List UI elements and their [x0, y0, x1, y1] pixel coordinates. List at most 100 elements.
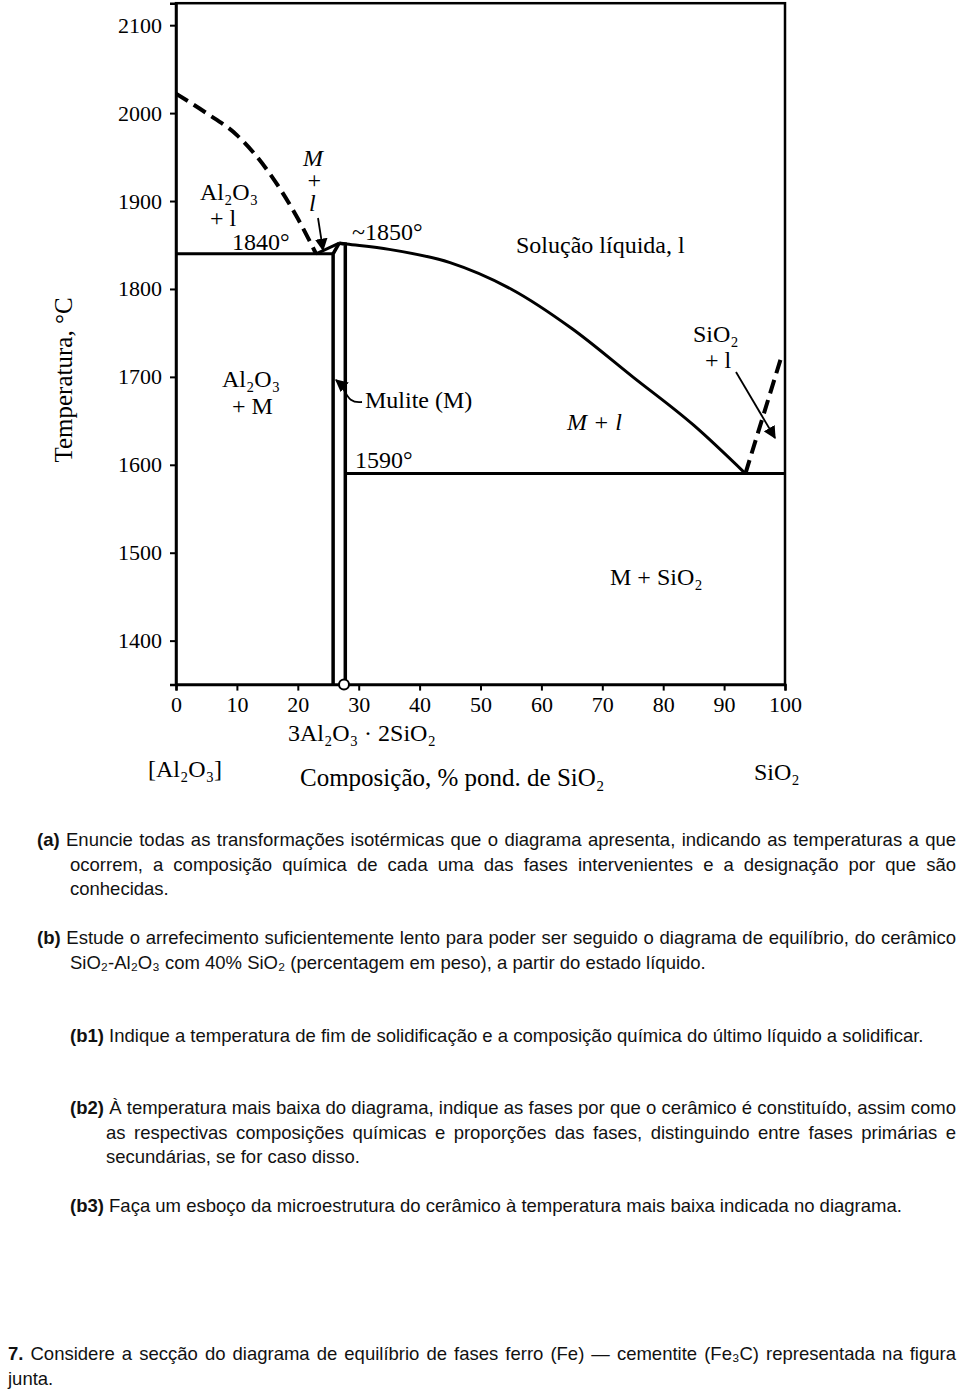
- x-tick-mark: [541, 685, 543, 691]
- annotation: 3Al₂O₃ · 2SiO₂: [288, 720, 436, 746]
- y-tick-mark: [170, 376, 176, 378]
- question: (b) Estude o arrefecimento suficientemen…: [70, 926, 956, 975]
- annotation: l: [309, 190, 316, 216]
- phase-boundary: [333, 243, 339, 684]
- y-tick-mark: [170, 464, 176, 466]
- annotation: + l: [210, 205, 237, 231]
- y-tick-label: 1900: [118, 189, 162, 214]
- x-tick: 80: [653, 685, 675, 718]
- x-tick-mark: [785, 685, 787, 691]
- arrow: [736, 372, 775, 438]
- annotation: + l: [705, 347, 732, 373]
- x-axis-line: [177, 685, 786, 691]
- annotation: M + l: [566, 409, 622, 435]
- y-tick-mark: [170, 288, 176, 290]
- y-tick-label: 1600: [118, 452, 162, 477]
- x-tick-mark: [297, 685, 299, 691]
- x-tick-mark: [724, 685, 726, 691]
- x-tick-mark: [419, 685, 421, 691]
- arrow: [336, 380, 362, 402]
- y-tick: 1400: [118, 628, 176, 653]
- plot-frame: [176, 3, 785, 684]
- question-text: Indique a temperatura de fim de solidifi…: [109, 1025, 923, 1046]
- y-axis-line: [170, 4, 177, 685]
- annotation: M + SiO₂: [610, 564, 703, 590]
- phase-boundary: [339, 243, 745, 473]
- x-tick-mark: [176, 685, 178, 691]
- x-tick-label: 50: [470, 692, 492, 717]
- x-tick-label: 30: [348, 692, 370, 717]
- phase-boundary: [745, 355, 782, 474]
- question: (b3) Faça um esboço da microestrutura do…: [106, 1194, 956, 1219]
- annotation: + M: [232, 393, 273, 419]
- y-tick-mark: [170, 201, 176, 203]
- x-tick-label: 20: [287, 692, 309, 717]
- x-tick-mark: [480, 685, 482, 691]
- x-tick-label: 60: [531, 692, 553, 717]
- question: 7. Considere a secção do diagrama de equ…: [8, 1342, 956, 1391]
- y-tick-mark: [170, 113, 176, 115]
- y-tick-label: 2000: [118, 101, 162, 126]
- x-tick-label: 10: [226, 692, 248, 717]
- y-axis-title: Temperatura, °C: [50, 297, 77, 462]
- annotation: 1840°: [232, 229, 290, 255]
- x-tick-label: 40: [409, 692, 431, 717]
- annotation: Solução líquida, l: [516, 232, 685, 258]
- question-text: Enuncie todas as transformações isotérmi…: [66, 829, 956, 899]
- question-label: (b1): [70, 1025, 104, 1046]
- y-tick: 1800: [118, 276, 176, 301]
- y-tick-label: 1800: [118, 276, 162, 301]
- x-tick-mark: [236, 685, 238, 691]
- question-label: (b): [37, 927, 61, 948]
- x-tick-label: 100: [769, 692, 802, 717]
- y-tick: 2000: [118, 101, 176, 126]
- x-tick: 60: [531, 685, 553, 718]
- phase-diagram: 1400 1500 1600 1700 1800 1900 2000 2100 0 10 20 30 4…: [0, 0, 960, 1391]
- y-tick-label: 1500: [118, 540, 162, 565]
- y-tick-label: 1700: [118, 364, 162, 389]
- x-axis: 0 10 20 30 40 50 60 70 80 90 100: [171, 685, 802, 718]
- x-tick: 40: [409, 685, 431, 718]
- x-tick-mark: [358, 685, 360, 691]
- x-axis-title: Composição, % pond. de SiO₂: [300, 764, 605, 791]
- x-tick: 100: [769, 685, 802, 718]
- x-tick-label: 90: [714, 692, 736, 717]
- x-tick: 10: [226, 685, 248, 718]
- annotation: Mulite (M): [365, 387, 472, 413]
- x-tick: 70: [592, 685, 614, 718]
- question-text: Considere a secção do diagrama de equilí…: [8, 1343, 956, 1389]
- question-label: (b3): [70, 1195, 104, 1216]
- y-tick-label: 1400: [118, 628, 162, 653]
- phase-boundary: [339, 243, 345, 684]
- y-tick-mark: [170, 25, 176, 27]
- x-tick: 50: [470, 685, 492, 718]
- annotation: Al₂O₃: [222, 366, 280, 392]
- question-text: Estude o arrefecimento suficientemente l…: [66, 927, 956, 973]
- x-tick: 20: [287, 685, 309, 718]
- annotation: [Al₂O₃]: [148, 756, 222, 782]
- y-tick-mark: [170, 552, 176, 554]
- question-label: 7.: [8, 1343, 23, 1364]
- annotation: SiO₂: [693, 321, 739, 347]
- annotation: 1590°: [355, 447, 413, 473]
- x-tick-label: 70: [592, 692, 614, 717]
- annotation: ~1850°: [352, 219, 423, 245]
- y-tick-mark: [170, 640, 176, 642]
- question-text: À temperatura mais baixa do diagrama, in…: [106, 1097, 956, 1167]
- compound-marker: [339, 680, 349, 690]
- x-tick-label: 0: [171, 692, 182, 717]
- x-tick: 30: [348, 685, 370, 718]
- x-tick-mark: [602, 685, 604, 691]
- y-tick-label: 2100: [118, 13, 162, 38]
- y-axis: 1400 1500 1600 1700 1800 1900 2000 2100: [118, 4, 177, 685]
- y-tick: 1500: [118, 540, 176, 565]
- question: (b1) Indique a temperatura de fim de sol…: [106, 1024, 956, 1049]
- y-tick: 1600: [118, 452, 176, 477]
- y-tick: 1700: [118, 364, 176, 389]
- annotation: Al₂O₃: [200, 179, 258, 205]
- x-tick-label: 80: [653, 692, 675, 717]
- question: (a) Enuncie todas as transformações isot…: [70, 828, 956, 902]
- arrow: [318, 218, 323, 250]
- phase-boundaries: [176, 94, 785, 685]
- x-tick-mark: [663, 685, 665, 691]
